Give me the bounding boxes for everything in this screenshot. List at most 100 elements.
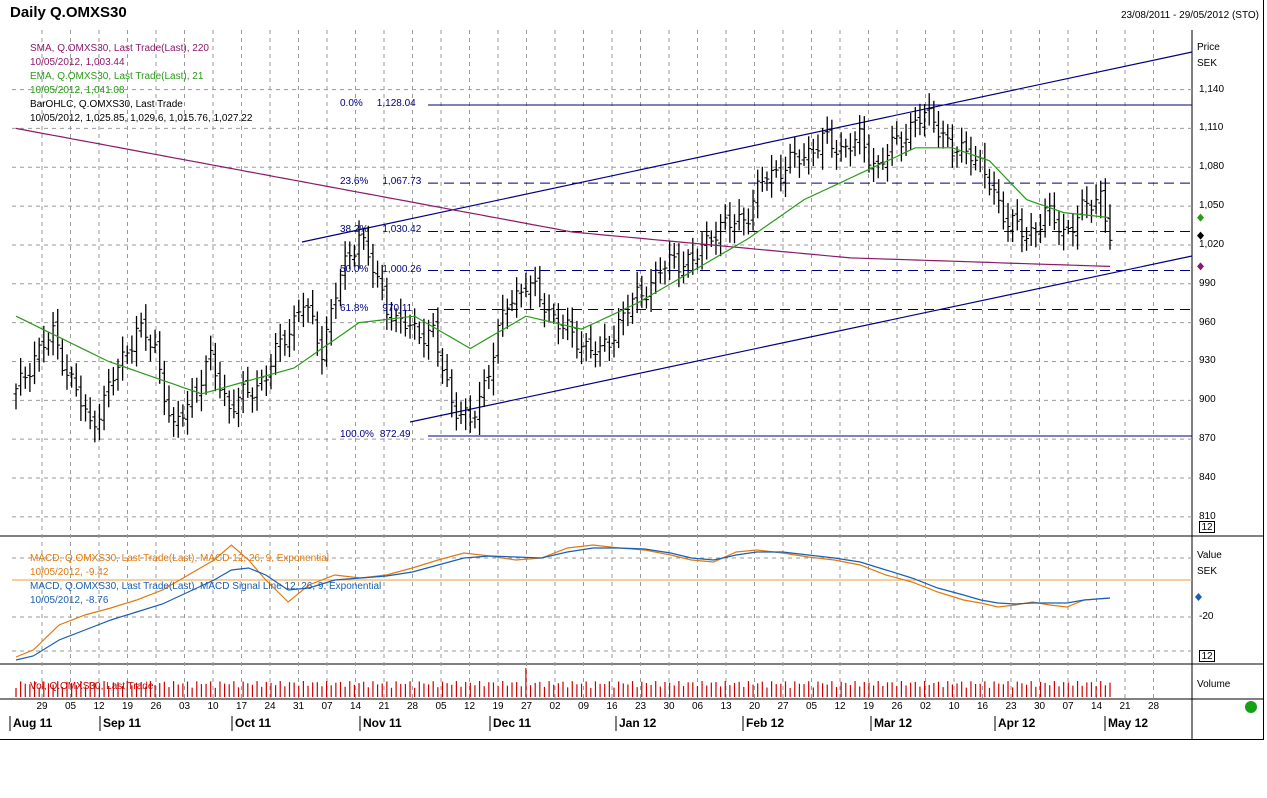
fib-percent: 61.8%	[340, 302, 369, 314]
x-axis-day-label: 27	[777, 701, 789, 712]
fib-value: 1,030.42	[382, 224, 422, 236]
x-axis-day-label: 26	[150, 701, 162, 712]
x-axis-day-label: 19	[121, 701, 134, 712]
fib-level-label: 100.0% 872.49	[340, 429, 411, 440]
fib-percent: 23.6%	[340, 176, 369, 188]
x-axis-day-label: 14	[1090, 701, 1103, 712]
ema-legend: EMA, Q.OMXS30, Last Trade(Last), 21 10/0…	[30, 70, 203, 98]
x-axis-day-label: 30	[1033, 701, 1046, 712]
x-axis-day-label: 19	[862, 701, 875, 712]
price-marker-icon	[1197, 262, 1204, 271]
connection-status-icon	[1245, 701, 1257, 713]
sma-legend-line2: 10/05/2012, 1,003.44	[30, 57, 125, 68]
macd-axis-tick: -20	[1199, 611, 1214, 622]
x-axis-day-label: 05	[435, 701, 447, 712]
price-tick-label: 870	[1199, 433, 1216, 445]
fib-level-label: 0.0% 1,128.04	[340, 98, 416, 109]
price-tick-label: 990	[1199, 277, 1216, 289]
price-tick-label: 930	[1199, 355, 1216, 367]
chart-title: Daily Q.OMXS30	[10, 4, 127, 21]
price-tick-label: 1,110	[1199, 122, 1224, 134]
x-axis-month-label: Apr 12	[998, 716, 1036, 730]
x-axis-day-label: 29	[36, 701, 48, 712]
fib-value: 1,067.73	[382, 176, 422, 188]
fib-value: 1,000.26	[382, 263, 422, 275]
x-axis-day-label: 20	[748, 701, 761, 712]
price-marker-icon	[1197, 231, 1204, 240]
x-axis-month-label: Sep 11	[103, 716, 142, 730]
fib-percent: 0.0%	[340, 98, 363, 110]
lower-trendline	[409, 255, 1193, 423]
x-axis-day-label: 21	[1119, 701, 1131, 712]
upper-trendline	[301, 51, 1193, 243]
fib-value: 872.49	[379, 428, 411, 440]
fib-percent: 38.2%	[340, 224, 369, 236]
x-axis-day-label: 02	[919, 701, 932, 712]
price-tick-label: 840	[1199, 472, 1216, 484]
chart-frame	[0, 0, 1264, 740]
x-axis-day-label: 12	[93, 701, 105, 712]
price-tick-label: 960	[1199, 316, 1216, 328]
price-scale-button[interactable]: 12	[1199, 521, 1215, 533]
fib-value: 970.11	[382, 302, 413, 314]
price-tick-label: 1,080	[1199, 161, 1225, 173]
date-range: 23/08/2011 - 29/05/2012 (STO)	[1120, 10, 1259, 21]
fib-level-label: 50.0% 1,000.26	[340, 264, 421, 275]
x-axis-day-label: 23	[634, 701, 647, 712]
ema-legend-line1: EMA, Q.OMXS30, Last Trade(Last), 21	[30, 71, 204, 82]
x-axis-day-label: 14	[349, 701, 362, 712]
x-axis-day-label: 27	[520, 701, 533, 712]
sma-legend-line1: SMA, Q.OMXS30, Last Trade(Last), 220	[30, 43, 209, 54]
ohlc-legend-line1: BarOHLC, Q.OMXS30, Last Trade	[30, 99, 183, 110]
x-axis-day-label: 28	[406, 701, 419, 712]
x-axis-day-label: 16	[976, 701, 989, 712]
x-axis-day-label: 12	[463, 701, 476, 712]
macd-scale-button[interactable]: 12	[1199, 650, 1215, 662]
price-tick-label: 810	[1199, 510, 1216, 522]
ohlc-legend-line2: 10/05/2012, 1,025.85, 1,029.6, 1,015.76,…	[30, 113, 253, 124]
x-axis-day-label: 30	[663, 701, 675, 712]
price-axis-title: Price	[1197, 42, 1220, 53]
x-axis-month-label: Oct 11	[235, 716, 272, 730]
x-axis-month-label: May 12	[1108, 716, 1149, 730]
macd-axis-title: Value	[1197, 550, 1222, 561]
x-axis-month-label: Mar 12	[874, 716, 913, 730]
price-tick-label: 1,020	[1199, 238, 1225, 250]
price-tick-label: 1,140	[1199, 83, 1225, 95]
x-axis-day-label: 02	[549, 701, 561, 712]
fib-level-label: 23.6% 1,067.73	[340, 176, 421, 187]
x-axis-day-label: 10	[207, 701, 219, 712]
x-axis-day-label: 10	[948, 701, 960, 712]
macd-signal-line	[15, 547, 1111, 661]
x-axis-day-label: 05	[64, 701, 77, 712]
x-axis-day-label: 17	[235, 701, 248, 712]
x-axis-day-label: 12	[834, 701, 846, 712]
price-marker-icon	[1197, 213, 1204, 222]
macd-legend-line1: MACD, Q.OMXS30, Last Trade(Last), MACD 1…	[30, 553, 330, 564]
macd-signal-legend-line1: MACD, Q.OMXS30, Last Trade(Last), MACD S…	[30, 581, 382, 592]
fib-percent: 50.0%	[340, 263, 369, 275]
x-axis-day-label: 16	[606, 701, 618, 712]
volume-axis-title: Volume	[1197, 679, 1231, 690]
x-axis-month-label: Jan 12	[619, 716, 657, 730]
volume-legend: Vol, Q.OMXS30, Last Trade	[30, 681, 154, 692]
fib-level-label: 38.2% 1,030.42	[340, 224, 421, 235]
macd-legend: MACD, Q.OMXS30, Last Trade(Last), MACD 1…	[30, 552, 329, 580]
macd-line	[15, 544, 1111, 658]
price-tick-label: 1,050	[1199, 200, 1225, 212]
x-axis-day-label: 05	[805, 701, 818, 712]
x-axis-day-label: 06	[691, 701, 704, 712]
x-axis-month-label: Feb 12	[746, 716, 785, 730]
x-axis-day-label: 13	[720, 701, 732, 712]
x-axis-day-label: 28	[1147, 701, 1160, 712]
fib-value: 1,128.04	[376, 98, 416, 110]
x-axis-day-label: 09	[577, 701, 590, 712]
price-axis-unit: SEK	[1197, 58, 1218, 69]
x-axis-day-label: 19	[492, 701, 504, 712]
ema-21-line	[15, 147, 1111, 395]
x-axis-day-label: 21	[378, 701, 390, 712]
x-axis-day-label: 07	[321, 701, 333, 712]
x-axis-month-label: Dec 11	[493, 716, 532, 730]
x-axis-day-label: 24	[264, 701, 276, 712]
